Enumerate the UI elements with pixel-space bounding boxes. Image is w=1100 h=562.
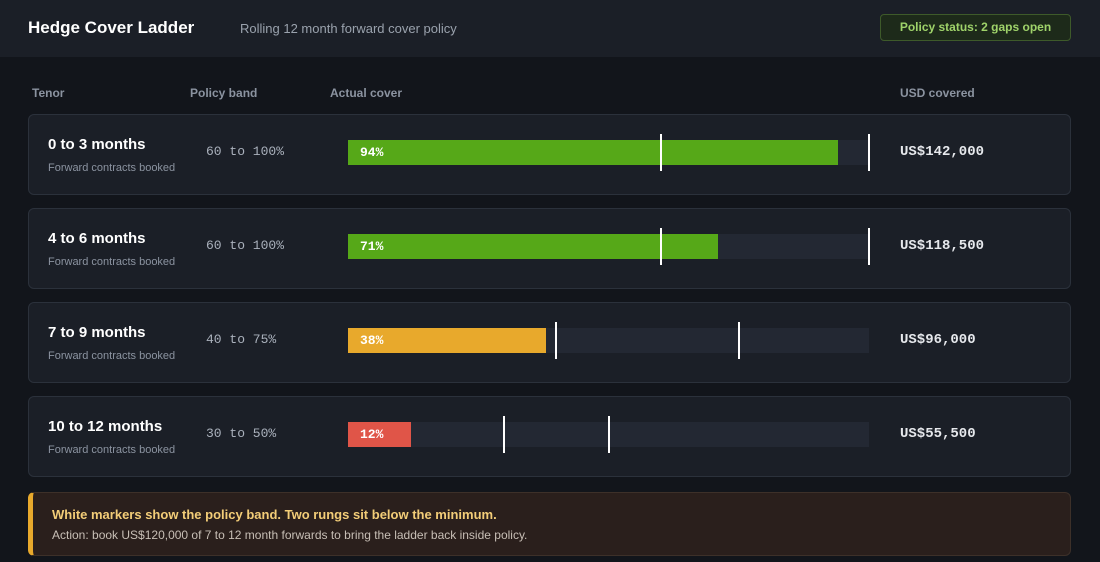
policy-band-value: 60 to 100% [206, 238, 285, 253]
ladder-row-10-12-months[interactable]: 10 to 12 months Forward contracts booked… [28, 396, 1071, 477]
cover-bar-fill: 71% [348, 234, 718, 259]
policy-max-marker [737, 322, 740, 359]
tenor-description: Forward contracts booked [48, 350, 176, 362]
callout-action-text: Action: book US$120,000 of 7 to 12 month… [52, 528, 528, 542]
tenor-description: Forward contracts booked [48, 162, 176, 174]
page-title: Hedge Cover Ladder [28, 18, 195, 37]
cover-bar-track: 38% [348, 322, 869, 359]
cover-bar-track: 12% [348, 416, 869, 453]
tenor-label: 10 to 12 months [48, 418, 163, 435]
policy-min-marker [555, 322, 558, 359]
policy-min-marker [659, 228, 662, 265]
column-header-tenor: Tenor [32, 86, 65, 100]
usd-covered-value: US$118,500 [900, 238, 985, 254]
tenor-description: Forward contracts booked [48, 256, 176, 268]
cover-percent-label: 38% [360, 333, 384, 348]
policy-status-badge[interactable]: Policy status: 2 gaps open [880, 14, 1071, 41]
cover-bar-fill: 12% [348, 422, 411, 447]
page-subtitle: Rolling 12 month forward cover policy [240, 21, 457, 36]
column-header-policy-band: Policy band [190, 86, 258, 100]
policy-band-value: 60 to 100% [206, 144, 285, 159]
policy-min-marker [659, 134, 662, 171]
column-header-actual-cover: Actual cover [330, 86, 403, 100]
policy-band-value: 40 to 75% [206, 332, 277, 347]
policy-gap-callout: White markers show the policy band. Two … [28, 492, 1071, 556]
policy-max-marker [607, 416, 610, 453]
policy-band-value: 30 to 50% [206, 426, 277, 441]
cover-percent-label: 12% [360, 427, 384, 442]
usd-covered-value: US$142,000 [900, 144, 985, 160]
tenor-label: 4 to 6 months [48, 230, 146, 247]
usd-covered-value: US$55,500 [900, 426, 976, 442]
tenor-label: 7 to 9 months [48, 324, 146, 341]
policy-max-marker [868, 228, 870, 265]
cover-bar-track: 71% [348, 228, 870, 265]
usd-covered-value: US$96,000 [900, 332, 976, 348]
policy-max-marker [868, 134, 870, 171]
tenor-description: Forward contracts booked [48, 444, 176, 456]
callout-title: White markers show the policy band. Two … [52, 507, 497, 522]
cover-percent-label: 71% [360, 239, 384, 254]
ladder-row-4-6-months[interactable]: 4 to 6 months Forward contracts booked 6… [28, 208, 1071, 289]
page-header: Hedge Cover Ladder Rolling 12 month forw… [0, 0, 1100, 57]
cover-percent-label: 94% [360, 145, 384, 160]
cover-bar-fill: 38% [348, 328, 546, 353]
cover-bar-track: 94% [348, 134, 870, 171]
cover-bar-fill: 94% [348, 140, 838, 165]
column-header-usd-covered: USD covered [900, 86, 975, 100]
ladder-row-0-3-months[interactable]: 0 to 3 months Forward contracts booked 6… [28, 114, 1071, 195]
policy-min-marker [503, 416, 506, 453]
tenor-label: 0 to 3 months [48, 136, 146, 153]
ladder-row-7-9-months[interactable]: 7 to 9 months Forward contracts booked 4… [28, 302, 1071, 383]
